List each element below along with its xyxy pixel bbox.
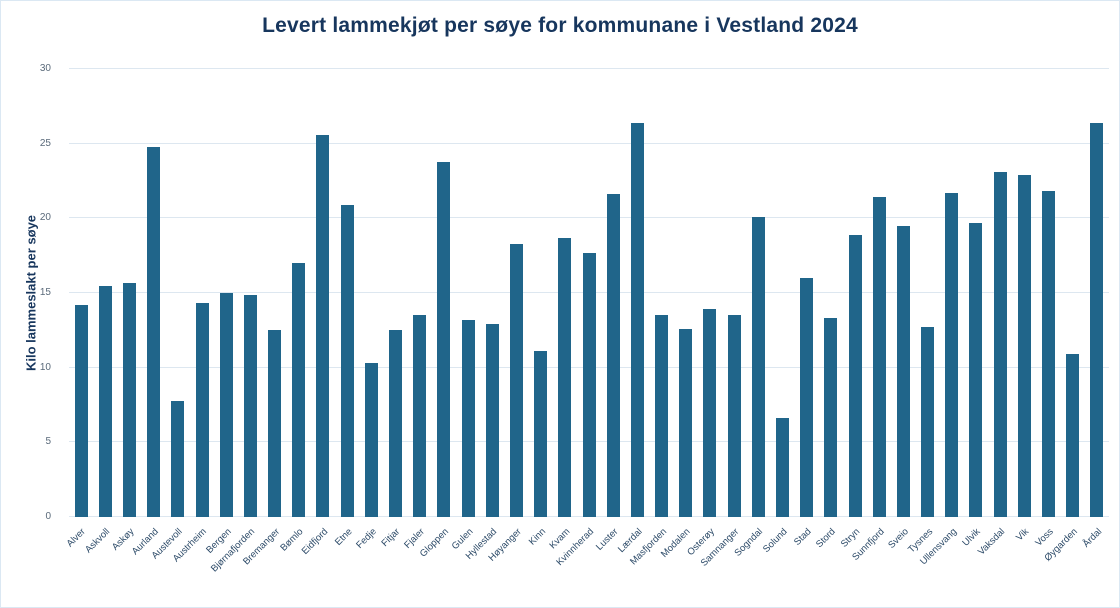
bar-eidfjord bbox=[316, 134, 330, 517]
bar-vik bbox=[1017, 175, 1031, 517]
bar-høyanger bbox=[509, 243, 523, 517]
bar-lærdal bbox=[630, 122, 644, 517]
gridline-30 bbox=[69, 68, 1109, 69]
bar-sogndal bbox=[751, 216, 765, 517]
bar-fitjar bbox=[389, 330, 402, 517]
bar-solund bbox=[775, 418, 789, 517]
y-tick-20: 20 bbox=[39, 212, 51, 224]
bar-masfjorden bbox=[655, 315, 669, 517]
bar-øygarden bbox=[1066, 354, 1080, 517]
bar-stad bbox=[800, 278, 814, 517]
bar-samnanger bbox=[727, 315, 741, 517]
x-label-fedje: Fedje bbox=[353, 526, 379, 551]
x-label-askvoll: Askvoll bbox=[83, 526, 113, 556]
bar-kinn bbox=[534, 351, 548, 517]
bar-bremanger bbox=[268, 330, 282, 517]
bar-luster bbox=[606, 194, 620, 517]
bar-askøy bbox=[122, 282, 136, 517]
bar-gulen bbox=[461, 319, 475, 517]
bar-alver bbox=[74, 304, 88, 517]
bar-fjaler bbox=[413, 315, 427, 517]
x-label-etne: Etne bbox=[332, 526, 355, 548]
bar-austevoll bbox=[171, 400, 185, 517]
bar-gloppen bbox=[437, 161, 451, 517]
y-tick-5: 5 bbox=[45, 436, 51, 448]
plot-area bbox=[69, 68, 1109, 517]
y-tick-15: 15 bbox=[39, 287, 51, 298]
x-label-årdal: Årdal bbox=[1080, 526, 1104, 550]
bar-fedje bbox=[364, 363, 378, 517]
bar-stord bbox=[824, 318, 838, 517]
x-axis-labels: Alver Askvoll Askøy Aurland Austevoll Austrhe… bbox=[65, 520, 1109, 605]
bar-bjørnafjorden bbox=[243, 294, 257, 517]
x-label-solund: Solund bbox=[760, 526, 790, 555]
bar-stryn bbox=[848, 234, 862, 517]
y-tick-30: 30 bbox=[39, 63, 51, 74]
bar-etne bbox=[340, 204, 354, 517]
bar-askvoll bbox=[98, 285, 112, 517]
bar-bømlo bbox=[292, 263, 306, 517]
y-tick-10: 10 bbox=[39, 361, 51, 373]
x-label-stad: Stad bbox=[792, 526, 814, 548]
bar-ullensvang bbox=[945, 192, 959, 517]
bar-kvam bbox=[558, 237, 572, 517]
bar-voss bbox=[1042, 191, 1056, 517]
bar-ulvik bbox=[969, 222, 983, 517]
bar-bergen bbox=[219, 293, 233, 517]
gridline-20 bbox=[69, 217, 1109, 219]
x-label-kinn: Kinn bbox=[526, 526, 548, 548]
bar-aurland bbox=[147, 146, 161, 517]
x-label-stord: Stord bbox=[814, 526, 838, 551]
chart-title: Levert lammekjøt per søye for kommunane … bbox=[262, 14, 858, 37]
y-axis-ticks: 0 5 10 15 20 25 30 bbox=[1, 64, 59, 522]
x-label-luster: Luster bbox=[593, 526, 621, 553]
gridline-25 bbox=[69, 142, 1109, 144]
bar-kvinnherad bbox=[582, 252, 596, 517]
bar-hyllestad bbox=[485, 324, 499, 517]
y-tick-0: 0 bbox=[45, 511, 51, 522]
x-label-fitjar: Fitjar bbox=[379, 526, 403, 550]
bar-årdal bbox=[1090, 122, 1104, 517]
bar-vaksdal bbox=[993, 172, 1007, 517]
bar-sveio bbox=[896, 225, 910, 517]
bar-tysnes bbox=[921, 327, 935, 517]
bar-modalen bbox=[679, 328, 693, 517]
x-label-eidfjord: Eidfjord bbox=[299, 526, 331, 557]
bar-sunnfjord bbox=[872, 197, 886, 517]
x-label-vik: Vik bbox=[1014, 526, 1032, 544]
y-tick-25: 25 bbox=[39, 137, 51, 149]
bar-austrheim bbox=[195, 303, 209, 517]
bar-osterøy bbox=[703, 309, 717, 517]
